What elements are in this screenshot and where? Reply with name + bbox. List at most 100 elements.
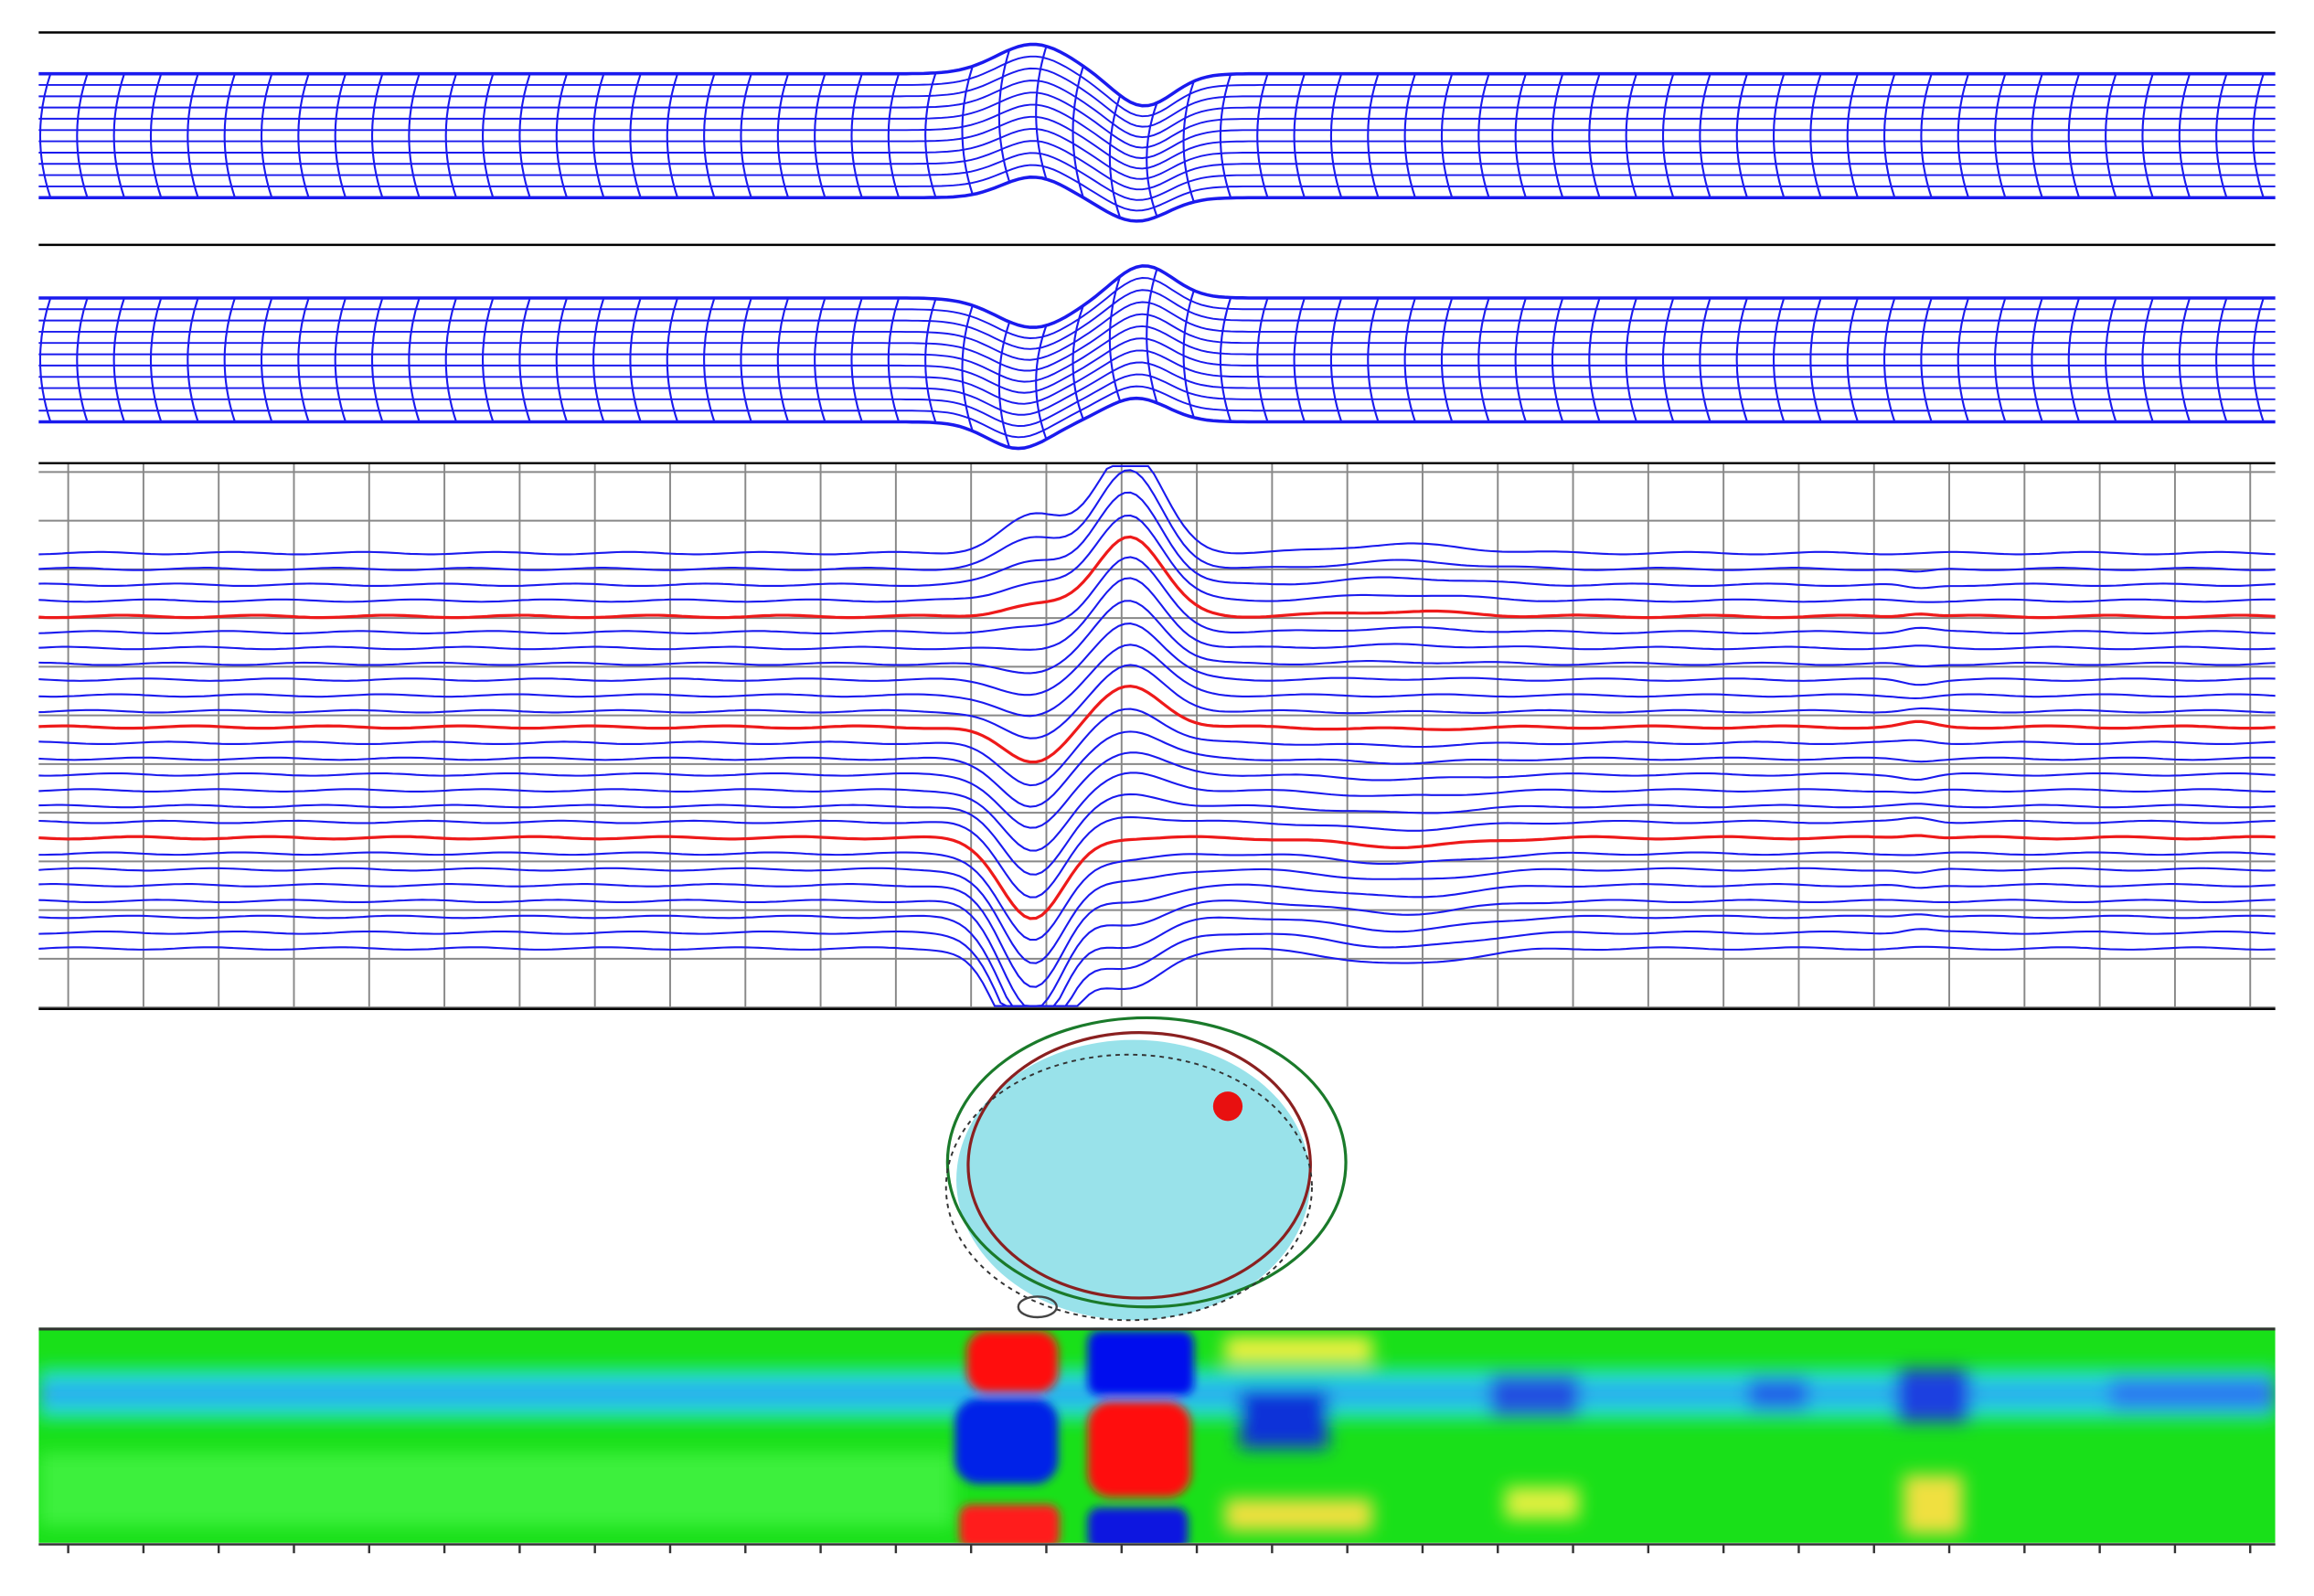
trace: [38, 815, 2276, 899]
mesh-ring: [1035, 325, 1048, 440]
mesh-line: [38, 373, 2276, 428]
trace: [38, 464, 2276, 556]
mesh-ring: [1551, 73, 1564, 198]
mesh-ring: [1846, 297, 1859, 422]
mesh-ring: [260, 73, 273, 198]
mesh-ring: [666, 73, 679, 198]
tube-mesh-top: [38, 42, 2276, 223]
trace: [38, 899, 2276, 1007]
mesh-ring: [1551, 297, 1564, 422]
mesh-ring: [1146, 268, 1158, 404]
mesh-line: [38, 277, 2276, 339]
trace: [38, 883, 2276, 988]
section-ring: [944, 1053, 1313, 1322]
mesh-ring: [1625, 297, 1637, 422]
mesh-ring: [1514, 297, 1527, 422]
trace: [38, 751, 2276, 829]
trace-highlight: [38, 535, 2276, 620]
mesh-ring: [1293, 297, 1306, 422]
mesh-ring: [740, 73, 752, 198]
mesh-ring: [1920, 73, 1933, 198]
mesh-ring: [1329, 297, 1343, 422]
mesh-ring: [776, 73, 790, 198]
mesh-ring: [1735, 297, 1748, 422]
mesh-ring: [2067, 73, 2081, 198]
mesh-ring: [1219, 73, 1232, 198]
mesh-ring: [1477, 73, 1490, 198]
trace: [38, 851, 2276, 942]
mesh-ring: [1699, 73, 1712, 198]
mesh-ring: [38, 297, 52, 422]
trace: [38, 622, 2276, 697]
mesh-ring: [112, 73, 125, 198]
section-ring: [966, 1030, 1312, 1300]
traces: [38, 464, 2276, 1007]
small-ring: [1017, 1295, 1058, 1319]
mesh-line: [38, 325, 2276, 383]
mesh-ring: [1182, 80, 1195, 203]
mesh-ring: [1846, 73, 1859, 198]
trace-grid: [38, 463, 2276, 1009]
mesh-ring: [1367, 297, 1380, 422]
mesh-ring: [2252, 297, 2265, 422]
mesh-ring: [1661, 297, 1675, 422]
mesh-ring: [187, 73, 199, 198]
mesh-ring: [703, 297, 716, 422]
trace: [38, 491, 2276, 590]
mesh-ring: [997, 49, 1011, 183]
mesh-ring: [2067, 297, 2081, 422]
trace: [38, 913, 2276, 1007]
mesh-ring: [740, 297, 752, 422]
trace: [38, 600, 2276, 675]
tube-mesh-middle: [38, 264, 2276, 451]
mesh-ring: [1403, 297, 1416, 422]
trace: [38, 928, 2276, 1007]
mesh-ring: [592, 73, 605, 198]
mesh-ring: [1108, 275, 1122, 402]
mesh-ring: [2178, 297, 2191, 422]
mesh-ring: [1108, 95, 1122, 218]
mesh-ring: [2031, 297, 2043, 422]
mesh-ring: [629, 73, 642, 198]
mesh-ring: [961, 304, 974, 431]
mesh-line: [38, 42, 2276, 108]
mesh-ring: [1219, 297, 1232, 422]
mesh-ring: [1440, 297, 1454, 422]
mesh-ring: [1920, 297, 1933, 422]
mesh-ring: [961, 66, 974, 196]
mesh-ring: [1772, 73, 1786, 198]
trace-highlight: [38, 685, 2276, 764]
mesh-ring: [666, 297, 679, 422]
mesh-ring: [2141, 73, 2154, 198]
mesh-ring: [370, 297, 384, 422]
mesh-ring: [814, 297, 826, 422]
mesh-ring: [2141, 297, 2154, 422]
mesh-ring: [1882, 297, 1896, 422]
section-fill: [956, 1039, 1311, 1321]
mesh-line: [38, 103, 2276, 159]
trace: [38, 867, 2276, 964]
trace: [38, 577, 2276, 651]
mesh-ring: [334, 297, 347, 422]
mesh-ring: [1477, 297, 1490, 422]
section-ring: [945, 1016, 1348, 1309]
mesh-ring: [1882, 73, 1896, 198]
mesh-ring: [850, 297, 863, 422]
trace: [38, 644, 2276, 718]
trace: [38, 514, 2276, 603]
mesh-ring: [187, 297, 199, 422]
mesh-ring: [2031, 73, 2043, 198]
mesh-ring: [1661, 73, 1675, 198]
mesh-ring: [38, 73, 52, 198]
mesh-ring: [444, 73, 457, 198]
mesh-line: [38, 289, 2276, 350]
mesh-ring: [1809, 73, 1822, 198]
mesh-ring: [149, 73, 163, 198]
mesh-ring: [850, 73, 863, 198]
mesh-ring: [1256, 297, 1269, 422]
mesh-ring: [334, 73, 347, 198]
mesh-ring: [297, 73, 310, 198]
mesh-ring: [1735, 73, 1748, 198]
mesh-ring: [444, 297, 457, 422]
